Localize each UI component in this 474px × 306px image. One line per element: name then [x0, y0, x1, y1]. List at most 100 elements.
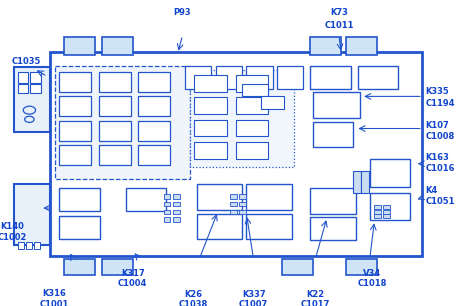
Text: C1018: C1018 [357, 279, 387, 288]
Bar [34, 242, 40, 249]
Text: C1016: C1016 [426, 164, 455, 173]
Bar [194, 97, 227, 114]
Bar [138, 72, 170, 92]
Bar [138, 121, 170, 141]
Bar [346, 259, 377, 275]
Bar [370, 193, 410, 220]
Bar [173, 217, 180, 222]
Text: P93: P93 [173, 8, 191, 17]
Bar [99, 96, 131, 116]
Bar [310, 217, 356, 240]
Bar [14, 67, 50, 132]
Bar [239, 210, 246, 214]
Bar [50, 52, 422, 256]
Bar [277, 66, 303, 89]
Bar [99, 72, 131, 92]
Bar [246, 66, 273, 89]
Bar [230, 210, 237, 214]
Text: C1007: C1007 [239, 300, 268, 306]
Text: C1002: C1002 [0, 233, 27, 242]
Bar [239, 202, 246, 206]
Bar [310, 66, 351, 89]
Bar [358, 66, 398, 89]
Text: K73: K73 [330, 8, 348, 17]
Bar [197, 214, 242, 239]
Bar [374, 214, 381, 218]
Bar [138, 145, 170, 165]
Bar [190, 70, 294, 167]
Bar [236, 142, 268, 159]
Bar [55, 66, 190, 179]
Text: K22: K22 [306, 290, 324, 299]
Bar [313, 122, 353, 147]
Bar [346, 37, 377, 55]
Bar [59, 72, 91, 92]
Bar [282, 259, 313, 275]
Text: K107: K107 [426, 121, 449, 130]
Bar [59, 216, 100, 239]
Bar [236, 75, 268, 92]
Bar [173, 210, 180, 214]
Bar [18, 72, 28, 83]
Bar [194, 75, 227, 92]
Bar [64, 37, 95, 55]
Bar [102, 259, 133, 275]
Bar [185, 66, 211, 89]
Text: C1194: C1194 [426, 99, 455, 107]
Bar [30, 72, 41, 83]
Bar [102, 37, 133, 55]
Text: K317: K317 [121, 269, 145, 278]
Text: C1038: C1038 [179, 300, 208, 306]
Bar [99, 145, 131, 165]
Text: K163: K163 [426, 153, 449, 162]
Bar [353, 171, 361, 193]
Bar [173, 194, 180, 199]
Text: C1004: C1004 [118, 279, 147, 288]
Bar [310, 188, 356, 214]
Bar [361, 171, 369, 193]
Text: K316: K316 [43, 289, 66, 298]
Bar [14, 184, 50, 245]
Text: C1035: C1035 [11, 57, 41, 65]
Bar [239, 194, 246, 199]
Bar [230, 202, 237, 206]
Bar [230, 194, 237, 199]
Bar [236, 120, 268, 136]
Text: C1008: C1008 [426, 132, 455, 141]
Bar [194, 142, 227, 159]
Bar [197, 184, 242, 210]
Bar [242, 84, 268, 96]
Text: K335: K335 [426, 87, 449, 96]
Bar [374, 205, 381, 209]
Bar [64, 259, 95, 275]
Bar [313, 92, 360, 118]
Bar [18, 242, 24, 249]
Bar [173, 202, 180, 206]
Bar [370, 159, 410, 187]
Bar [246, 184, 292, 210]
Text: C1051: C1051 [426, 197, 455, 206]
Text: K26: K26 [184, 290, 202, 299]
Text: K4: K4 [426, 186, 438, 195]
Text: V34: V34 [363, 269, 381, 278]
Bar [310, 37, 341, 55]
Bar [261, 96, 284, 109]
Bar [383, 210, 390, 214]
Bar [59, 188, 100, 211]
Bar [30, 84, 41, 93]
Bar [99, 121, 131, 141]
Bar [246, 214, 292, 239]
Bar [194, 120, 227, 136]
Bar [374, 210, 381, 214]
Bar [164, 210, 170, 214]
Bar [216, 66, 242, 89]
Bar [383, 214, 390, 218]
Text: C1017: C1017 [301, 300, 330, 306]
Bar [383, 205, 390, 209]
Bar [59, 96, 91, 116]
Bar [164, 202, 170, 206]
Bar [59, 145, 91, 165]
Bar [126, 188, 166, 211]
Bar [164, 194, 170, 199]
Text: K140: K140 [0, 222, 24, 231]
